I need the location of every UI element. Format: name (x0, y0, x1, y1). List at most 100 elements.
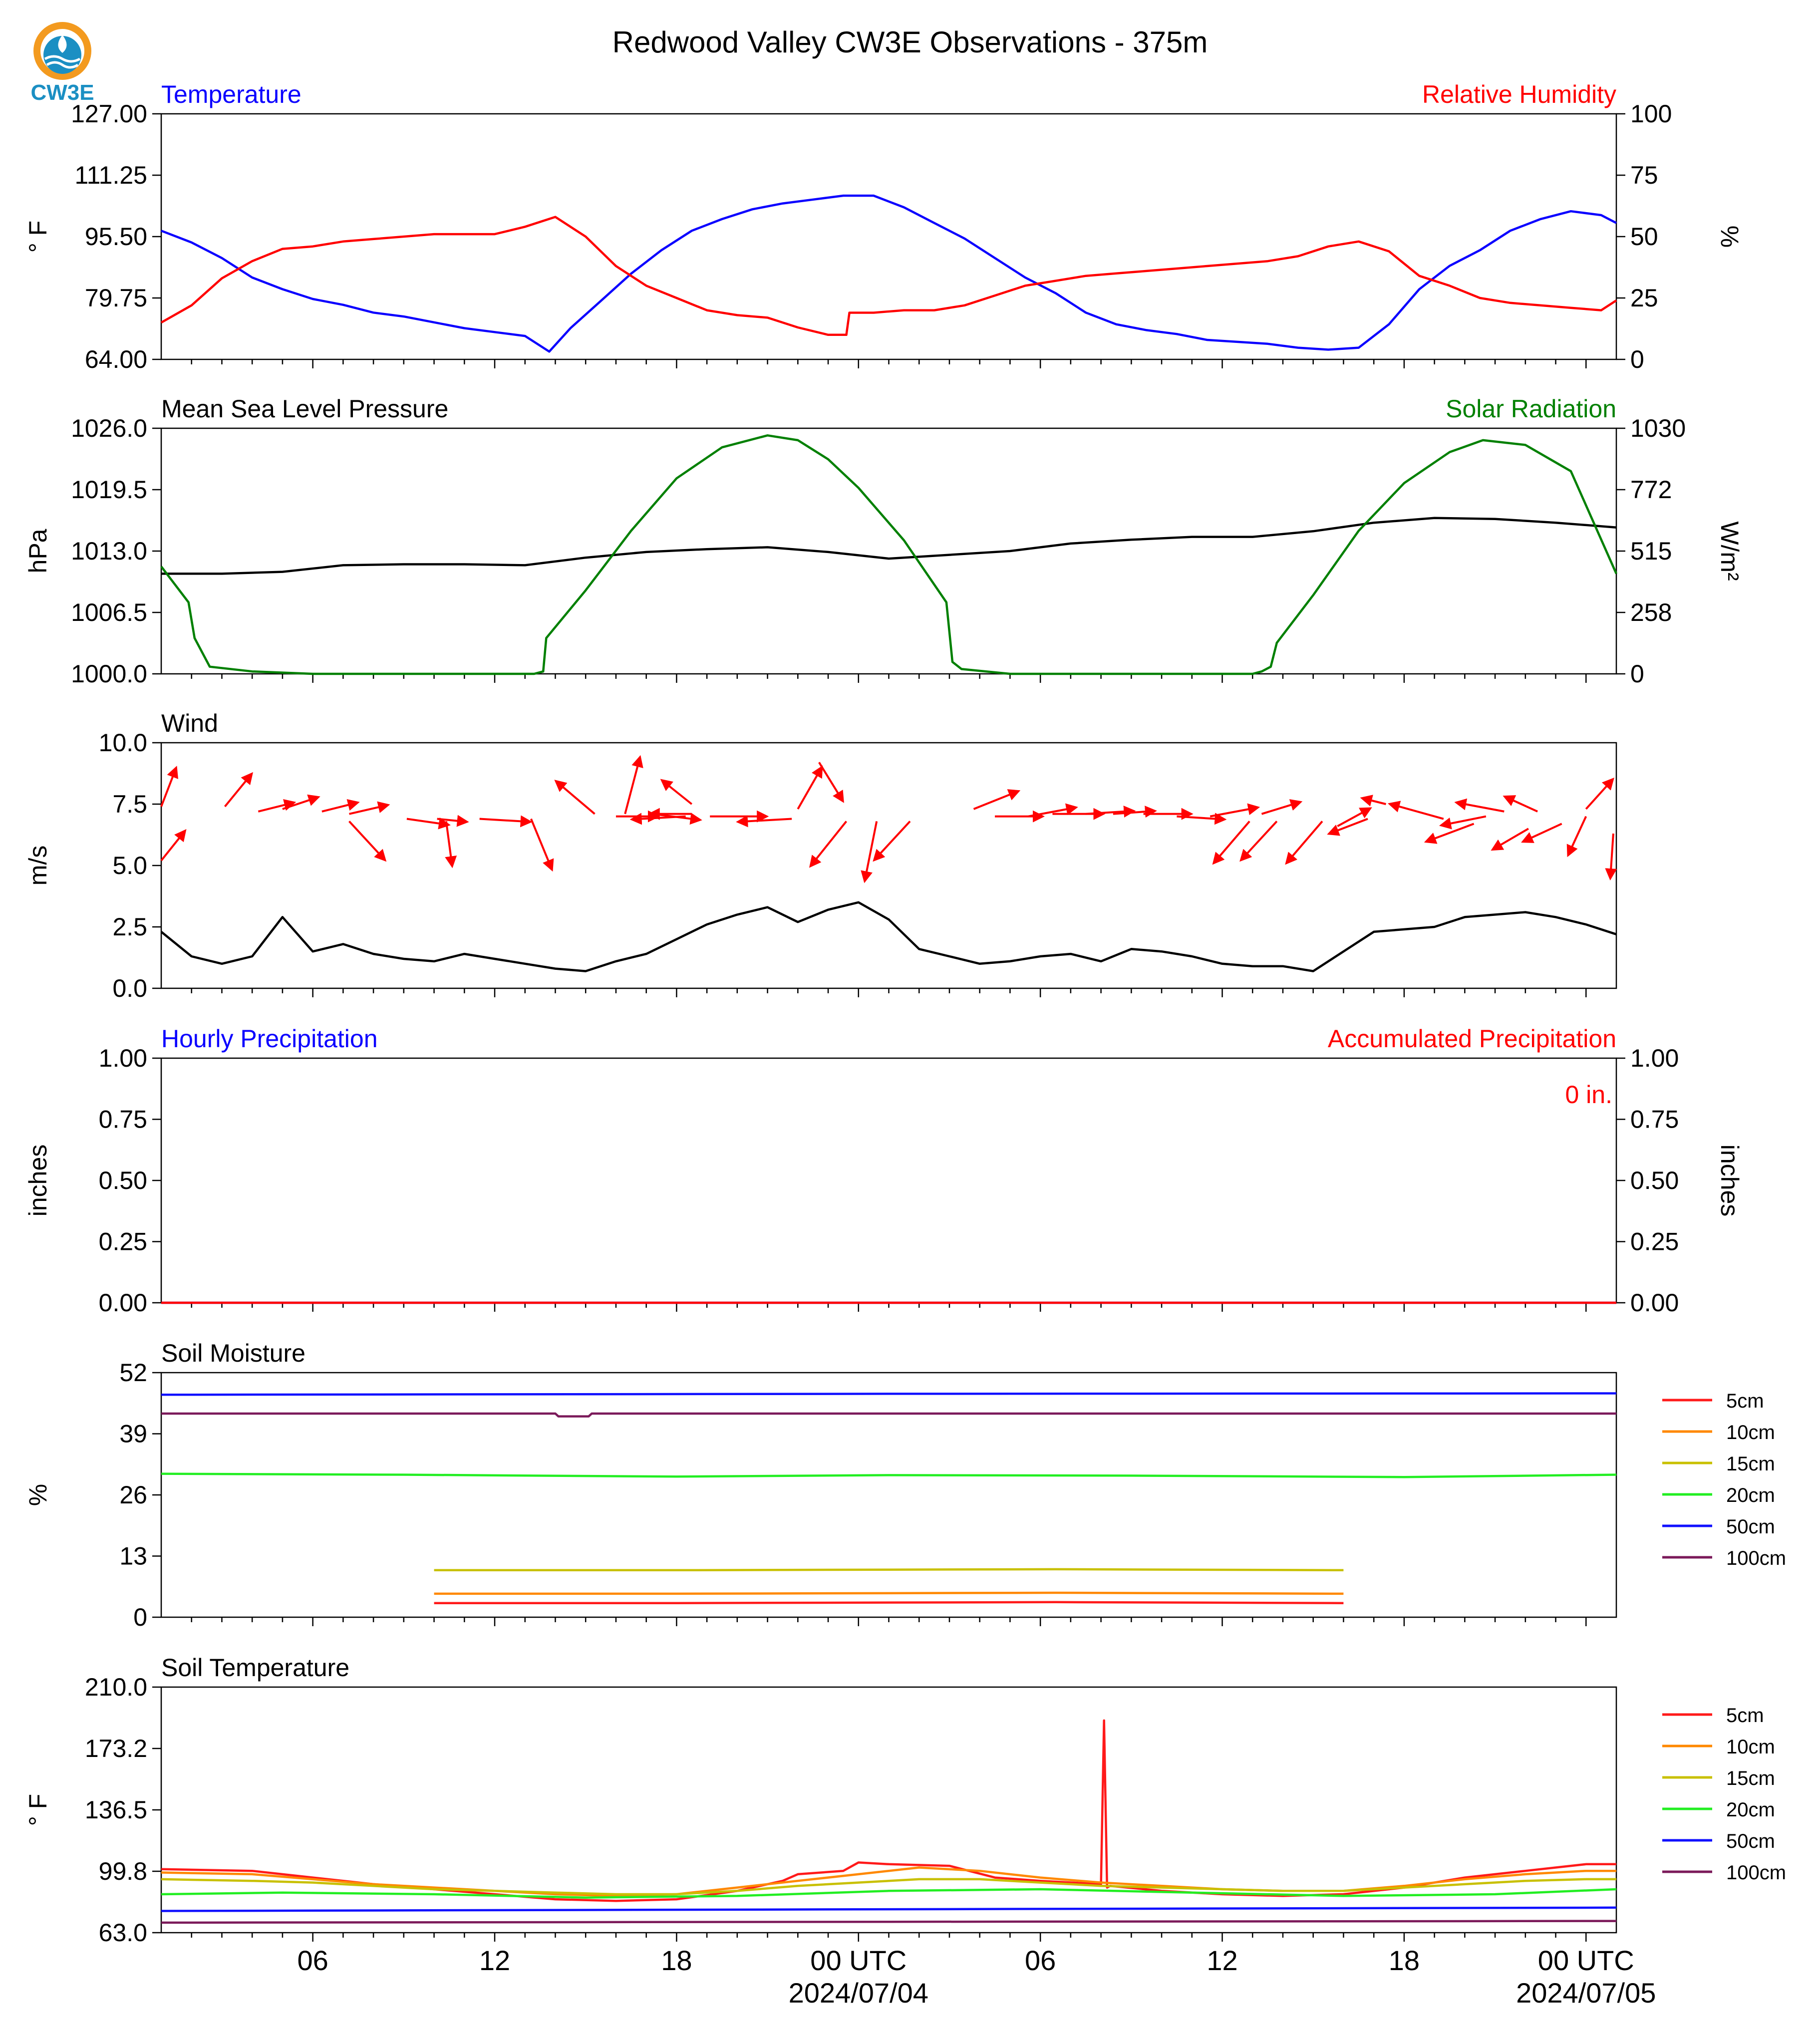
precip-left-title: Hourly Precipitation (161, 1025, 378, 1053)
wind-left-ylabel: m/s (24, 846, 52, 886)
soil_moisture-series-50cm (161, 1392, 1617, 1396)
soil_moisture-left-tick-label: 0 (133, 1603, 147, 1631)
wind-left-tick-label: 5.0 (112, 852, 147, 879)
wind-frame (160, 742, 1617, 989)
wind-direction-arrow (1327, 818, 1368, 836)
temp_rh-left-title: Temperature (161, 80, 302, 108)
wind-direction-arrow (1212, 821, 1250, 865)
wind-direction-arrow (321, 799, 360, 813)
soil_moisture-legend-label: 10cm (1726, 1422, 1775, 1444)
wind-left-tick-label: 0.0 (112, 974, 147, 1002)
pressure_solar-frame (160, 427, 1617, 675)
x-tick-label: 18 (1389, 1945, 1420, 1976)
x-tick-label: 06 (297, 1945, 328, 1976)
wind-direction-arrow (406, 817, 451, 830)
logo-wave-2 (46, 61, 79, 69)
soil_moisture-legend-label: 100cm (1726, 1547, 1786, 1569)
pressure_solar-right-tick-label: 772 (1630, 476, 1672, 504)
soil_moisture-legend-label: 50cm (1726, 1516, 1775, 1538)
temp_rh-left-tick-label: 127.00 (71, 100, 147, 128)
cw3e-logo: CW3E (30, 22, 94, 105)
soil_temp-series-10cm (161, 1866, 1616, 1897)
precip-frame (160, 1057, 1617, 1304)
x-tick-label: 18 (661, 1945, 692, 1976)
wind-direction-arrow (1360, 795, 1386, 807)
soil_moisture-left-title: Soil Moisture (161, 1339, 305, 1367)
precip-left-tick-label: 0.50 (99, 1166, 147, 1194)
precip-right-ylabel: inches (1716, 1145, 1744, 1217)
wind-direction-arrow (160, 829, 187, 862)
precip-right-tick-label: 0.50 (1630, 1166, 1679, 1194)
wind-direction-arrow (1028, 803, 1078, 818)
soil_temp-legend-label: 20cm (1726, 1799, 1775, 1821)
soil_temp-left-tick-label: 63.0 (99, 1919, 147, 1947)
soil_moisture-series-20cm (161, 1472, 1617, 1478)
soil_moisture-left-tick-label: 52 (119, 1359, 147, 1387)
pressure_solar-right-tick-label: 515 (1630, 537, 1672, 565)
wind-direction-arrow (258, 799, 297, 813)
temp_rh-left-tick-label: 79.75 (85, 284, 147, 312)
wind-direction-arrow (973, 789, 1021, 810)
wind-direction-arrow (437, 815, 469, 827)
temp_rh-series-temperature (161, 194, 1617, 353)
pressure_solar-series-mean-sea-level-pressure (161, 517, 1617, 575)
logo-water-circle (43, 36, 81, 74)
pressure_solar-left-tick-label: 1026.0 (71, 414, 147, 442)
wind-direction-arrow (1086, 805, 1136, 818)
temp_rh-right-title: Relative Humidity (1422, 80, 1616, 108)
pressure_solar-series-solar-radiation (160, 434, 1618, 675)
temp_rh-left-tick-label: 64.00 (85, 345, 147, 373)
soil_temp-legend-label: 5cm (1726, 1705, 1764, 1727)
wind-direction-arrow (1261, 799, 1303, 815)
wind-left-tick-label: 10.0 (99, 729, 147, 757)
soil_moisture-legend-label: 20cm (1726, 1484, 1775, 1506)
temp_rh-left-tick-label: 111.25 (74, 161, 147, 189)
x-tick-label: 00 UTC (810, 1945, 907, 1976)
logo-text: CW3E (30, 80, 94, 105)
precip-right-tick-label: 0.00 (1630, 1289, 1679, 1317)
pressure_solar-right-tick-label: 1030 (1630, 414, 1686, 442)
wind-direction-arrow (445, 821, 457, 869)
precip-right-tick-label: 0.75 (1630, 1106, 1679, 1134)
soil_temp-legend-label: 50cm (1726, 1830, 1775, 1852)
wind-direction-arrow (1454, 798, 1505, 813)
soil_moisture-series-15cm (434, 1568, 1344, 1572)
temp_rh-series-relative-humidity (160, 216, 1617, 336)
pressure_solar-left-tick-label: 1013.0 (71, 537, 147, 565)
wind-direction-arrow (861, 821, 878, 883)
soil_temp-series-5cm (161, 1719, 1616, 1902)
precip-left-tick-label: 0.00 (99, 1289, 147, 1317)
wind-direction-arrow (1566, 816, 1587, 858)
soil_temp-left-ylabel: ° F (24, 1794, 52, 1826)
pressure_solar-left-tick-label: 1000.0 (71, 660, 147, 688)
wind-direction-arrow (479, 815, 533, 828)
soil_moisture-series-100cm (161, 1412, 1616, 1418)
wind-direction-arrow (1177, 813, 1227, 825)
wind-direction-arrow (736, 815, 792, 828)
wind-direction-arrow (554, 780, 596, 815)
soil_moisture-legend-label: 5cm (1726, 1390, 1764, 1412)
accumulated-precip-label: 0 in. (1565, 1081, 1612, 1109)
soil_temp-left-tick-label: 99.8 (99, 1857, 147, 1885)
pressure_solar-right-title: Solar Radiation (1446, 395, 1616, 423)
wind-left-tick-label: 2.5 (112, 913, 147, 941)
wind-direction-arrow (797, 765, 823, 810)
pressure_solar-right-tick-label: 0 (1630, 660, 1644, 688)
wind-direction-arrow (818, 762, 844, 803)
temp_rh-right-tick-label: 75 (1630, 161, 1658, 189)
precip-right-tick-label: 0.25 (1630, 1228, 1679, 1256)
pressure_solar-left-title: Mean Sea Level Pressure (161, 395, 448, 423)
wind-direction-arrow (1424, 823, 1475, 844)
temp_rh-frame (160, 113, 1617, 360)
wind-direction-arrow (530, 818, 554, 872)
wind-direction-arrow (1285, 821, 1323, 865)
soil_moisture-left-tick-label: 26 (119, 1481, 147, 1509)
soil_moisture-frame (160, 1372, 1617, 1618)
soil_moisture-legend-label: 15cm (1726, 1453, 1775, 1475)
precip-left-tick-label: 0.25 (99, 1228, 147, 1256)
wind-direction-arrow (348, 821, 387, 862)
temp_rh-left-ylabel: ° F (24, 221, 52, 253)
wind-series-wind-speed (160, 901, 1617, 972)
soil_temp-legend-label: 100cm (1726, 1862, 1786, 1884)
